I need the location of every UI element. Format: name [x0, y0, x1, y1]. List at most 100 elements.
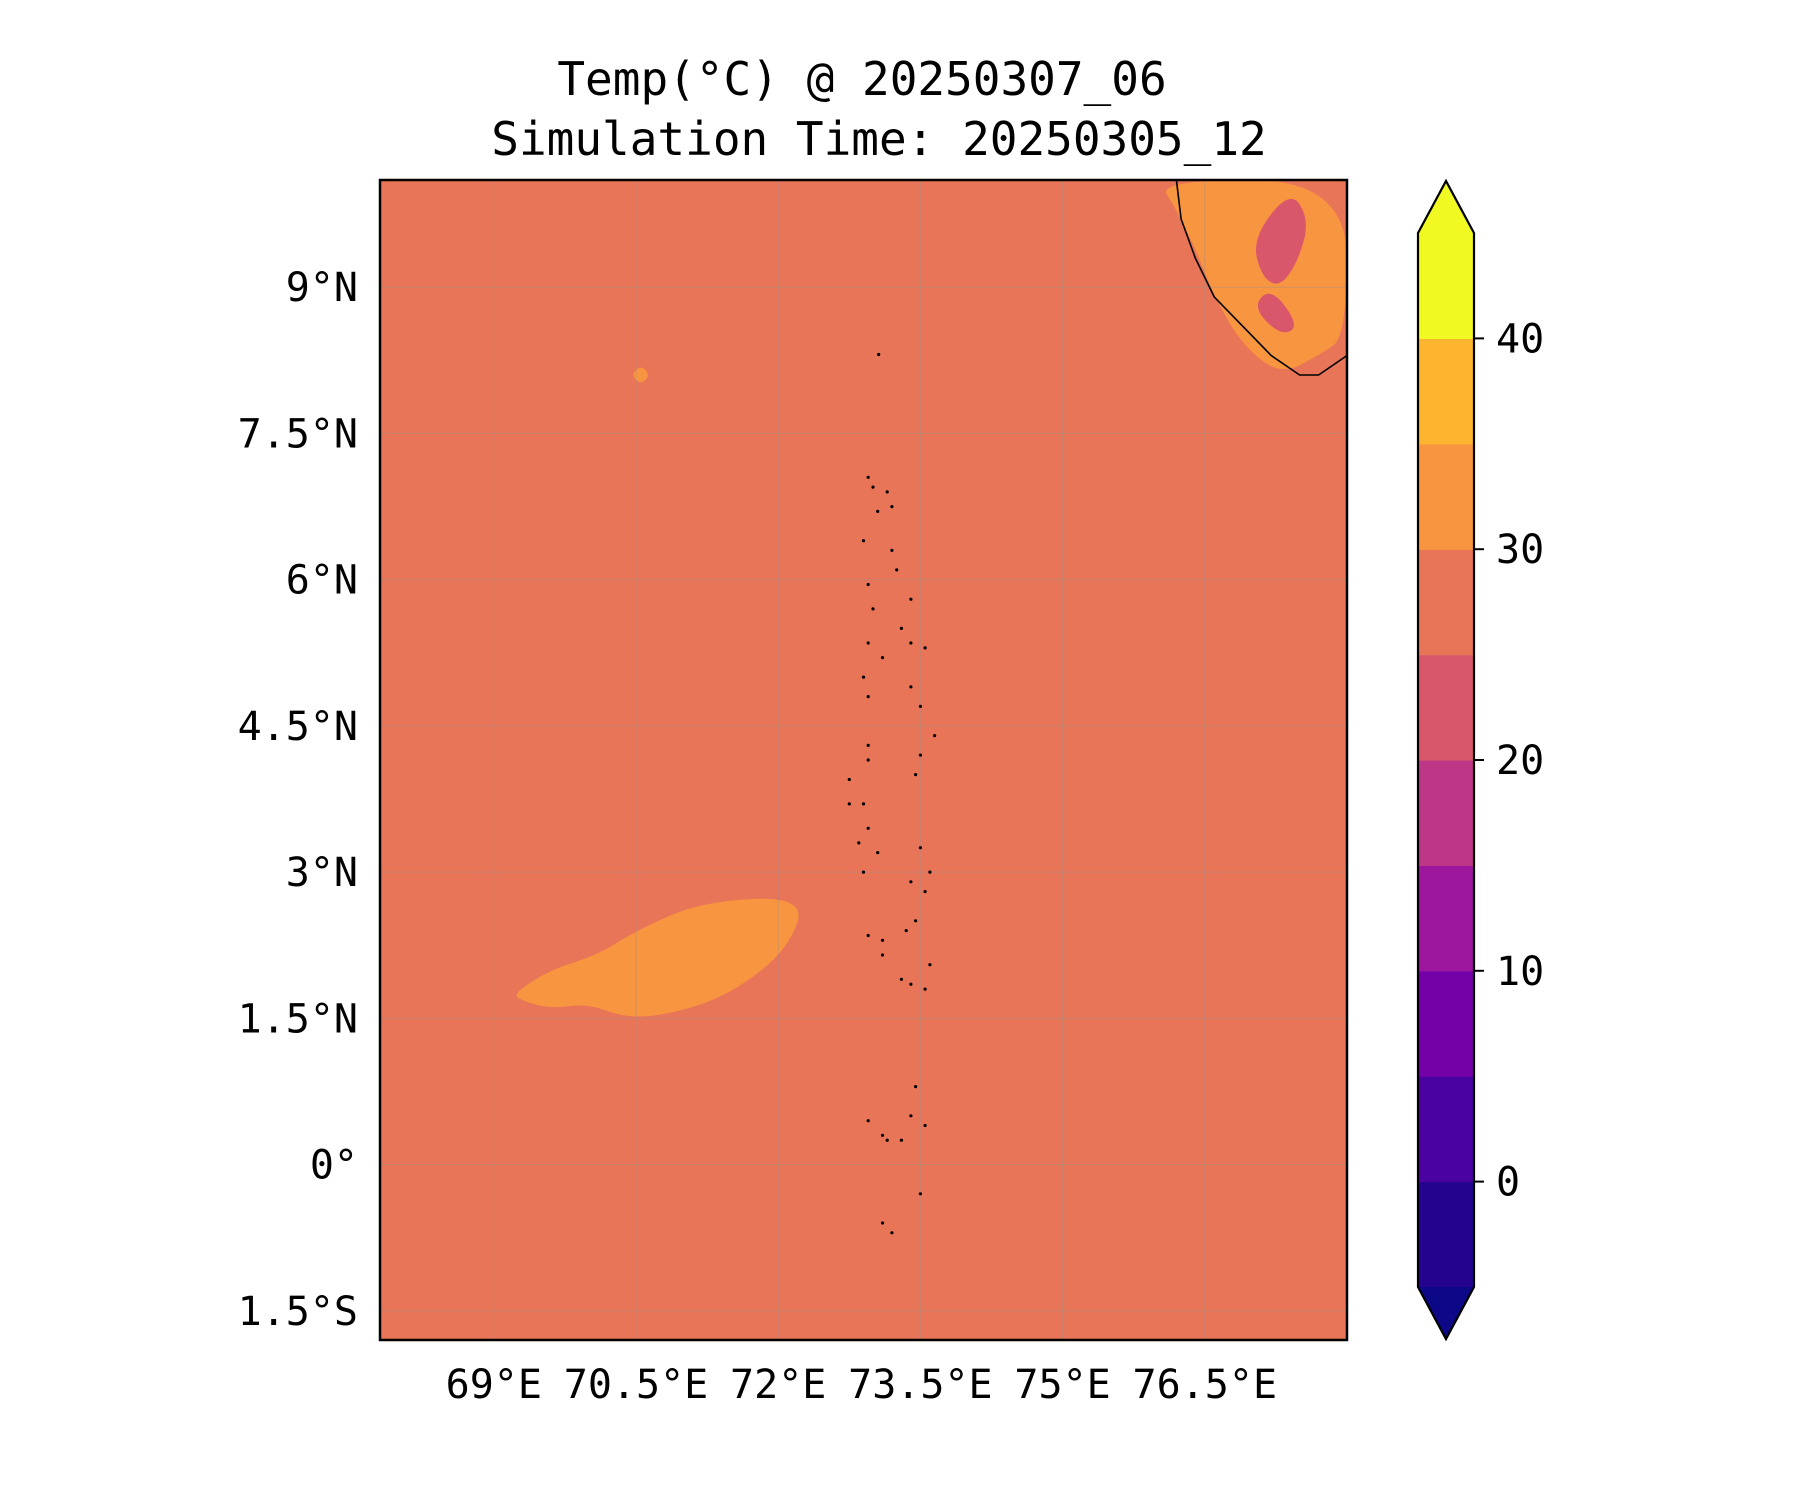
island-24: [914, 773, 918, 777]
colorbar-band-2: [1418, 1076, 1474, 1183]
colorbar: 0 10 20 30 40: [1416, 178, 1544, 1342]
island-54: [918, 1192, 923, 1196]
colorbar-outline: [1416, 178, 1476, 1342]
island-42: [880, 953, 885, 957]
y-tick-label: 6°N: [286, 558, 358, 604]
contour-region-1: [516, 898, 799, 1017]
island-19: [866, 695, 870, 699]
x-tick-label: 70.5°E: [564, 1362, 709, 1408]
title-line-1: Temp(°C) @ 20250307_06: [557, 52, 1166, 106]
colorbar-tick-label: 20: [1496, 738, 1544, 784]
island-47: [914, 1085, 918, 1089]
island-16: [866, 641, 870, 645]
island-13: [899, 626, 904, 631]
island-4: [885, 490, 889, 494]
island-15: [909, 641, 913, 645]
island-43: [899, 977, 904, 981]
island-46: [928, 963, 932, 967]
island-6: [876, 509, 880, 513]
x-tick-label: 75°E: [1014, 1362, 1110, 1408]
colorbar-band-8: [1418, 443, 1474, 550]
island-34: [918, 846, 923, 850]
island-32: [876, 851, 880, 855]
island-56: [890, 1231, 894, 1235]
island-11: [871, 607, 875, 611]
x-tick-label: 76.5°E: [1133, 1362, 1278, 1408]
y-axis-ticks: 1.5°S 0° 1.5°N 3°N 4.5°N 6°N 7.5°N 9°N: [238, 265, 358, 1335]
y-tick-label: 1.5°N: [238, 996, 358, 1042]
y-tick-label: 0°: [310, 1143, 358, 1189]
island-52: [866, 1119, 870, 1123]
island-45: [923, 987, 927, 991]
island-30: [866, 826, 870, 830]
colorbar-tick-label: 0: [1496, 1160, 1520, 1206]
island-31: [857, 841, 861, 845]
map-frame: [378, 178, 1349, 1342]
island-3: [871, 485, 875, 489]
y-tick-label: 7.5°N: [238, 411, 358, 457]
y-tick-label: 4.5°N: [238, 704, 358, 750]
island-41: [866, 933, 870, 938]
island-27: [847, 777, 851, 782]
island-1: [877, 352, 881, 357]
x-tick-label: 72°E: [730, 1362, 826, 1408]
island-26: [866, 758, 870, 762]
sea-surface-fill: [380, 180, 1347, 1340]
island-14: [923, 646, 927, 650]
island-33: [861, 870, 866, 874]
contour-region-5: [1257, 293, 1294, 333]
island-28: [861, 802, 866, 806]
island-25: [866, 743, 870, 748]
island-40: [880, 938, 885, 942]
colorbar-band-10: [1418, 233, 1474, 339]
island-55: [880, 1221, 885, 1225]
island-5: [890, 505, 894, 509]
island-36: [909, 880, 913, 884]
island-48: [909, 1114, 913, 1118]
island-29: [847, 802, 851, 806]
y-tick-label: 9°N: [286, 265, 358, 311]
island-21: [918, 704, 923, 709]
island-50: [899, 1138, 904, 1142]
contour-region-2: [633, 367, 648, 383]
x-tick-label: 69°E: [446, 1362, 542, 1408]
island-37: [923, 890, 927, 894]
colorbar-band-7: [1418, 549, 1474, 656]
india-coastline: [1175, 180, 1347, 376]
island-8: [890, 548, 894, 553]
colorbar-tick-label: 30: [1496, 527, 1544, 573]
island-35: [928, 870, 932, 874]
island-53: [880, 1133, 885, 1137]
island-51: [885, 1138, 889, 1142]
x-tick-label: 73.5°E: [848, 1362, 993, 1408]
colorbar-tick-label: 40: [1496, 316, 1544, 362]
colorbar-band-6: [1418, 654, 1474, 761]
colorbar-band-1: [1418, 1181, 1474, 1288]
title-line-2: Simulation Time: 20250305_12: [491, 112, 1266, 166]
colorbar-band-5: [1418, 760, 1474, 866]
island-12: [909, 597, 913, 601]
island-20: [909, 685, 913, 689]
island-2: [866, 475, 870, 479]
island-10: [866, 582, 870, 587]
island-7: [861, 539, 866, 543]
island-44: [909, 982, 913, 986]
map-plot-area: [378, 178, 1349, 1342]
island-38: [914, 919, 918, 923]
y-tick-label: 1.5°S: [238, 1289, 358, 1335]
colorbar-band-3: [1418, 970, 1474, 1077]
island-18: [861, 675, 866, 679]
island-9: [895, 568, 899, 572]
y-tick-label: 3°N: [286, 850, 358, 896]
island-17: [880, 656, 885, 660]
island-22: [933, 734, 937, 738]
island-49: [923, 1123, 927, 1128]
colorbar-band-9: [1418, 338, 1474, 445]
colorbar-band-4: [1418, 865, 1474, 972]
island-39: [904, 929, 908, 933]
colorbar-extend-over: [1418, 181, 1474, 233]
colorbar-extend-under: [1418, 1287, 1474, 1339]
colorbar-tick-label: 10: [1496, 949, 1544, 995]
island-23: [918, 753, 923, 757]
